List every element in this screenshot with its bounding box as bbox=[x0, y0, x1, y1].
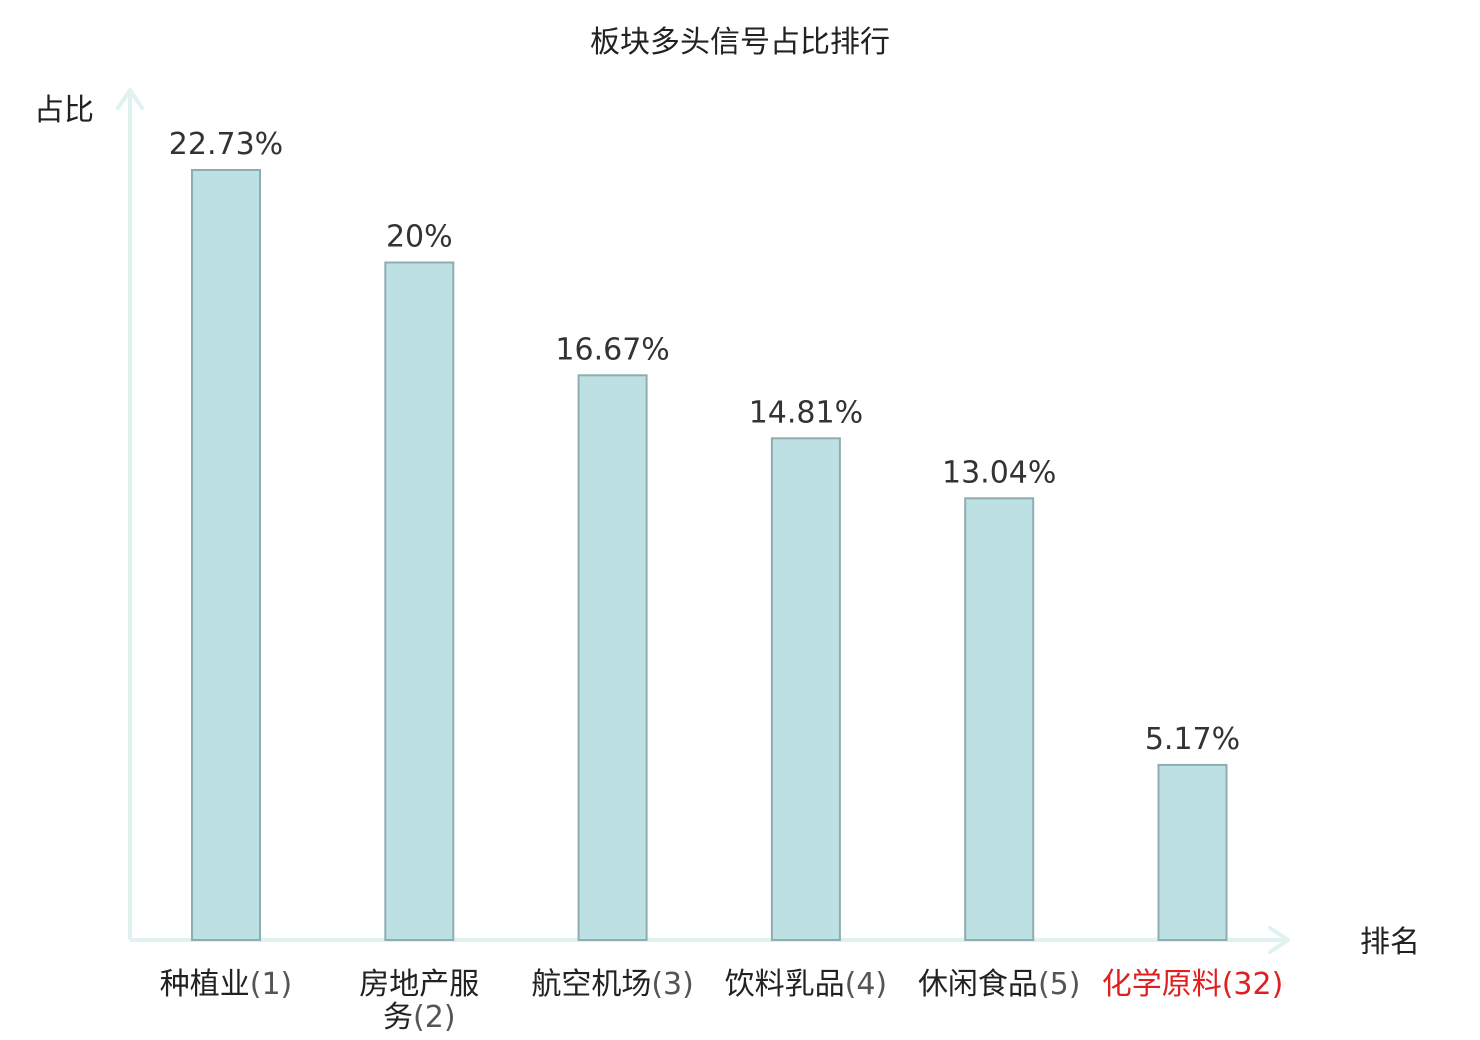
x-tick-label: 饮料乳品(4) bbox=[725, 967, 888, 1002]
x-axis-arrow-icon bbox=[1268, 926, 1290, 954]
bar-value-label: 5.17% bbox=[1145, 722, 1240, 757]
y-axis-arrow-icon bbox=[116, 88, 144, 110]
x-tick-rank: (4) bbox=[845, 967, 888, 1002]
x-tick-name: 航空机场 bbox=[531, 967, 651, 1002]
bars-group bbox=[191, 169, 1228, 942]
bar bbox=[770, 437, 841, 941]
bar-value-label: 13.04% bbox=[942, 455, 1056, 490]
bar-value-label: 14.81% bbox=[749, 395, 863, 430]
x-tick-name: 种植业 bbox=[160, 967, 250, 1002]
x-tick-label: 务(2) bbox=[383, 1000, 456, 1035]
bar bbox=[964, 497, 1035, 941]
y-axis-title: 占比 bbox=[34, 93, 94, 128]
x-tick-rank: (1) bbox=[250, 967, 293, 1002]
bar bbox=[191, 169, 261, 941]
x-tick-rank: (2) bbox=[413, 1000, 456, 1035]
bar bbox=[1157, 763, 1228, 942]
x-tick-name: 房地产服 bbox=[359, 967, 479, 1002]
x-tick-name: 务 bbox=[383, 1000, 413, 1035]
x-tick-label: 种植业(1) bbox=[160, 967, 293, 1002]
bar-value-label: 16.67% bbox=[555, 332, 669, 367]
bar bbox=[384, 261, 455, 941]
x-tick-rank: (5) bbox=[1038, 967, 1081, 1002]
x-tick-label: 化学原料(32) bbox=[1102, 967, 1284, 1002]
x-tick-name: 休闲食品 bbox=[918, 967, 1038, 1002]
x-tick-label: 房地产服 bbox=[359, 967, 479, 1002]
value-labels-group: 22.73% 20% 16.67% 14.81% 13.04% 5.17% bbox=[169, 127, 1240, 757]
chart-title: 板块多头信号占比排行 bbox=[590, 25, 890, 60]
x-tick-rank: (3) bbox=[651, 967, 694, 1002]
x-tick-label: 航空机场(3) bbox=[531, 967, 694, 1002]
x-axis-title: 排名 bbox=[1360, 925, 1420, 960]
bar-value-label: 20% bbox=[386, 220, 453, 255]
x-tick-rank: (32) bbox=[1222, 967, 1284, 1002]
bar bbox=[577, 374, 648, 941]
x-tick-name: 化学原料 bbox=[1102, 967, 1222, 1002]
bar-value-label: 22.73% bbox=[169, 127, 283, 162]
x-tick-label: 休闲食品(5) bbox=[918, 967, 1080, 1002]
x-tick-name: 饮料乳品 bbox=[725, 967, 845, 1002]
